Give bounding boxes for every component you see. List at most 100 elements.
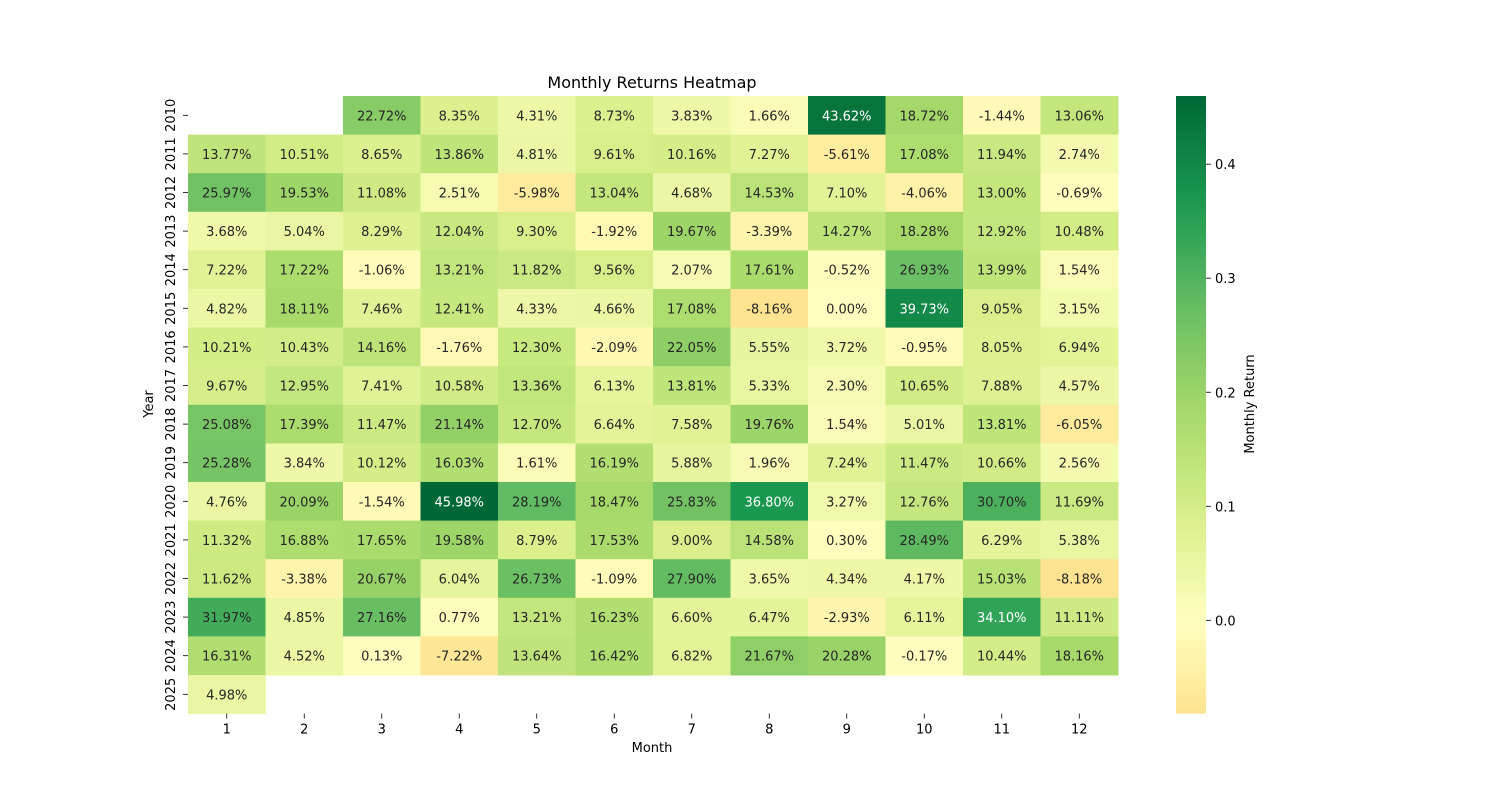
heatmap-cell xyxy=(730,173,809,213)
heatmap-cell xyxy=(188,404,266,444)
x-tick-label: 7 xyxy=(688,723,696,738)
cell-value-label: 12.76% xyxy=(899,495,949,510)
heatmap-cell xyxy=(265,366,344,406)
heatmap-cell xyxy=(885,327,964,367)
heatmap-cell xyxy=(653,289,731,329)
heatmap-cell xyxy=(808,597,886,637)
heatmap-cell xyxy=(730,289,809,329)
x-tick-label: 12 xyxy=(1071,723,1088,738)
heatmap-cell xyxy=(343,96,421,136)
y-tick-label: 2014 xyxy=(164,253,179,286)
x-tick-label: 11 xyxy=(993,723,1010,738)
heatmap-cell xyxy=(498,636,576,676)
x-tick-label: 1 xyxy=(223,723,231,738)
heatmap-cell xyxy=(575,289,654,329)
cell-value-label: 4.17% xyxy=(904,573,945,588)
cell-value-label: 12.92% xyxy=(977,225,1027,240)
heatmap-cell xyxy=(188,675,266,715)
heatmap-cell xyxy=(575,443,654,483)
cell-value-label: 34.10% xyxy=(977,611,1027,626)
cell-value-label: 5.55% xyxy=(749,341,790,356)
cell-value-label: 13.86% xyxy=(434,148,484,163)
heatmap-cell xyxy=(653,404,731,444)
heatmap-cell xyxy=(808,636,886,676)
cell-value-label: 0.30% xyxy=(826,534,867,549)
cell-value-label: 16.03% xyxy=(434,457,484,472)
cell-value-label: 13.21% xyxy=(512,611,562,626)
cell-value-label: 25.28% xyxy=(202,457,252,472)
heatmap-cell xyxy=(343,636,421,676)
cell-value-label: -5.98% xyxy=(514,187,560,202)
heatmap-cell xyxy=(188,559,266,599)
cell-value-label: 19.58% xyxy=(434,534,484,549)
heatmap-cell xyxy=(963,173,1041,213)
heatmap-cell xyxy=(653,134,731,174)
heatmap-cell xyxy=(885,404,964,444)
cell-value-label: 21.67% xyxy=(744,650,794,665)
cell-value-label: 10.12% xyxy=(357,457,407,472)
cell-value-label: 12.41% xyxy=(434,302,484,317)
heatmap-cell xyxy=(575,96,654,136)
heatmap-cell xyxy=(1040,250,1119,290)
cell-value-label: 10.43% xyxy=(279,341,329,356)
cell-value-label: 18.72% xyxy=(899,109,949,124)
heatmap-cell xyxy=(730,559,809,599)
heatmap-cell xyxy=(1040,289,1119,329)
cell-value-label: 13.64% xyxy=(512,650,562,665)
x-tick-label: 4 xyxy=(455,723,463,738)
heatmap-cell xyxy=(963,443,1041,483)
heatmap-cell xyxy=(963,211,1041,251)
heatmap-cell xyxy=(653,327,731,367)
cell-value-label: 9.56% xyxy=(594,264,635,279)
cell-value-label: -2.93% xyxy=(824,611,870,626)
cell-value-label: 3.27% xyxy=(826,495,867,510)
heatmap-cell xyxy=(188,250,266,290)
cell-value-label: -7.22% xyxy=(436,650,482,665)
heatmap-cell xyxy=(963,327,1041,367)
cell-value-label: 13.77% xyxy=(202,148,252,163)
heatmap-cell xyxy=(885,173,964,213)
cell-value-label: 4.85% xyxy=(284,611,325,626)
cell-value-label: 1.54% xyxy=(826,418,867,433)
heatmap-cell xyxy=(653,597,731,637)
cell-value-label: 4.98% xyxy=(206,688,247,703)
heatmap-cell xyxy=(575,173,654,213)
cell-value-label: 1.96% xyxy=(749,457,790,472)
cell-value-label: 6.04% xyxy=(439,573,480,588)
cell-value-label: -0.17% xyxy=(901,650,947,665)
heatmap-cell xyxy=(808,559,886,599)
cell-value-label: 10.51% xyxy=(279,148,329,163)
heatmap-cell xyxy=(498,597,576,637)
heatmap-cell xyxy=(343,327,421,367)
heatmap-cell xyxy=(885,482,964,522)
y-tick-label: 2024 xyxy=(164,639,179,672)
cell-value-label: 20.09% xyxy=(279,495,329,510)
heatmap-cell xyxy=(1040,443,1119,483)
y-tick-label: 2011 xyxy=(164,137,179,170)
heatmap-cell xyxy=(575,250,654,290)
colorbar-tick-label: 0.0 xyxy=(1215,614,1236,629)
heatmap-cell xyxy=(343,559,421,599)
cell-value-label: 2.07% xyxy=(671,264,712,279)
heatmap-cell xyxy=(808,96,886,136)
cell-value-label: 4.52% xyxy=(284,650,325,665)
colorbar-ticks: 0.0 0.1 0.2 0.3 0.4 xyxy=(1206,158,1236,629)
heatmap-cell xyxy=(498,134,576,174)
heatmap-cell xyxy=(653,211,731,251)
y-tick-label: 2015 xyxy=(164,292,179,325)
cell-value-label: 4.57% xyxy=(1059,380,1100,395)
heatmap-cell xyxy=(343,482,421,522)
cell-value-label: 6.82% xyxy=(671,650,712,665)
cell-value-label: 13.81% xyxy=(667,380,717,395)
cell-value-label: 8.79% xyxy=(516,534,557,549)
cell-value-label: 6.64% xyxy=(594,418,635,433)
cell-value-label: 6.13% xyxy=(594,380,635,395)
cell-value-label: 15.03% xyxy=(977,573,1027,588)
cell-value-label: 4.34% xyxy=(826,573,867,588)
cell-value-label: 11.62% xyxy=(202,573,252,588)
cell-value-label: -2.09% xyxy=(591,341,637,356)
heatmap-cell xyxy=(808,366,886,406)
cell-value-label: 3.15% xyxy=(1059,302,1100,317)
cell-value-label: 43.62% xyxy=(822,109,872,124)
heatmap-cell xyxy=(343,404,421,444)
